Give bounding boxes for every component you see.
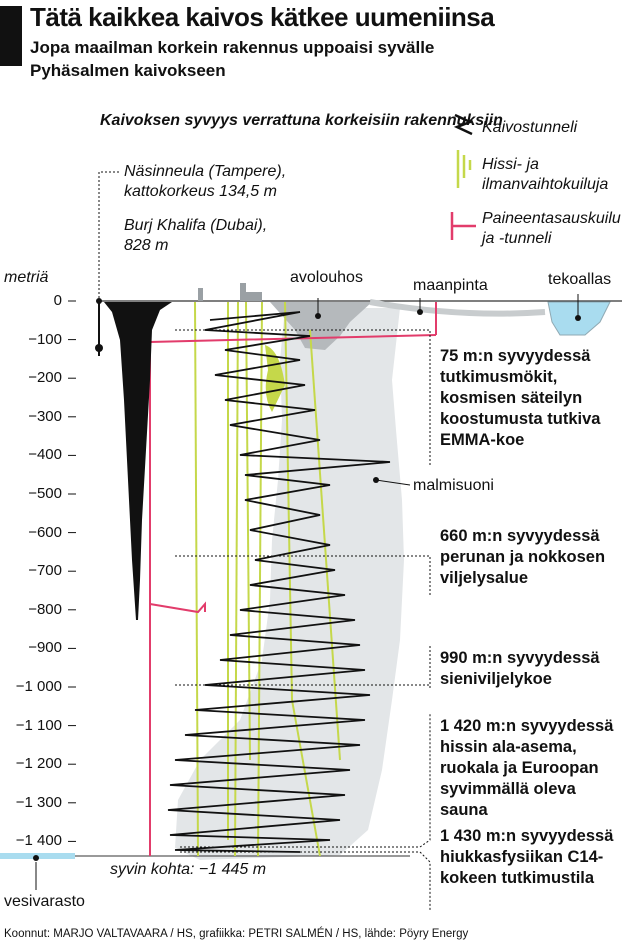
note-990m: 990 m:n syvyydessä sieniviljelykoe (440, 648, 624, 690)
tunnel-legend-icon (453, 113, 474, 136)
water-storage-label: vesivarasto (4, 893, 85, 910)
comparison-heading: Kaivoksen syvyys verrattuna korkeisiin r… (100, 112, 503, 129)
axis-tick-label: −400 (28, 446, 62, 464)
axis-unit-label: metriä (4, 269, 49, 286)
page-subtitle: Jopa maailman korkein rakennus uppoaisi … (30, 38, 435, 80)
shaft-chamber (265, 345, 285, 412)
note-1420m: 1 420 m:n syvyydessä hissin ala-asema, r… (440, 716, 624, 821)
axis-tick-label: −600 (28, 523, 62, 541)
mine-tunnel (167, 311, 391, 853)
title-bar (0, 6, 22, 66)
page-title: Tätä kaikkea kaivos kätkee uumeniinsa (30, 2, 495, 32)
axis-tick-label: −1 400 (15, 832, 62, 850)
burj-khalifa-label: Burj Khalifa (Dubai), 828 m (124, 217, 268, 254)
deepest-point-label: syvin kohta: −1 445 m (110, 861, 267, 878)
note-1430m: 1 430 m:n syvyydessä hiukkasfysiikan C14… (440, 826, 624, 889)
axis-tick-label: −500 (28, 485, 62, 502)
axis-tick-label: −1 000 (15, 678, 62, 695)
ground-label: maanpinta (413, 277, 488, 294)
axis-tick-label: −200 (28, 369, 62, 387)
axis-tick-label: −1 300 (15, 793, 62, 811)
ore-vein-label: malmisuoni (413, 477, 494, 494)
note-660m: 660 m:n syvyydessä perunan ja nokkosen v… (440, 526, 624, 589)
credits: Koonnut: MARJO VALTAVAARA / HS, grafiikk… (4, 928, 469, 940)
nasinneula-label: Näsinneula (Tampere), kattokorkeus 134,5… (124, 163, 287, 200)
axis-tick-label: −800 (28, 600, 62, 618)
legend-shaft: Hissi- ja ilmanvaihtokuiluja (482, 156, 609, 193)
axis-tick-label: −100 (28, 330, 62, 348)
axis-tick-label: −900 (28, 639, 62, 657)
axis-tick-label: 0 (53, 292, 62, 309)
open-pit (270, 302, 372, 350)
shaft-legend-icon (456, 150, 472, 188)
burj-khalifa (104, 302, 172, 620)
axis-tick-label: −700 (28, 562, 62, 580)
reservoir-label: tekoallas (548, 271, 612, 288)
axis-tick-label: −1 200 (15, 755, 62, 773)
legend-tunnel: Kaivostunneli (482, 119, 578, 136)
legend-pressure: Paineentasauskuilu ja -tunneli (482, 210, 621, 247)
axis-tick-label: −1 100 (15, 716, 62, 734)
axis-tick-label: −300 (28, 407, 62, 425)
note-75m: 75 m:n syvyydessä tutkimusmökit, kosmise… (440, 346, 624, 451)
open-pit-label: avolouhos (290, 269, 363, 286)
